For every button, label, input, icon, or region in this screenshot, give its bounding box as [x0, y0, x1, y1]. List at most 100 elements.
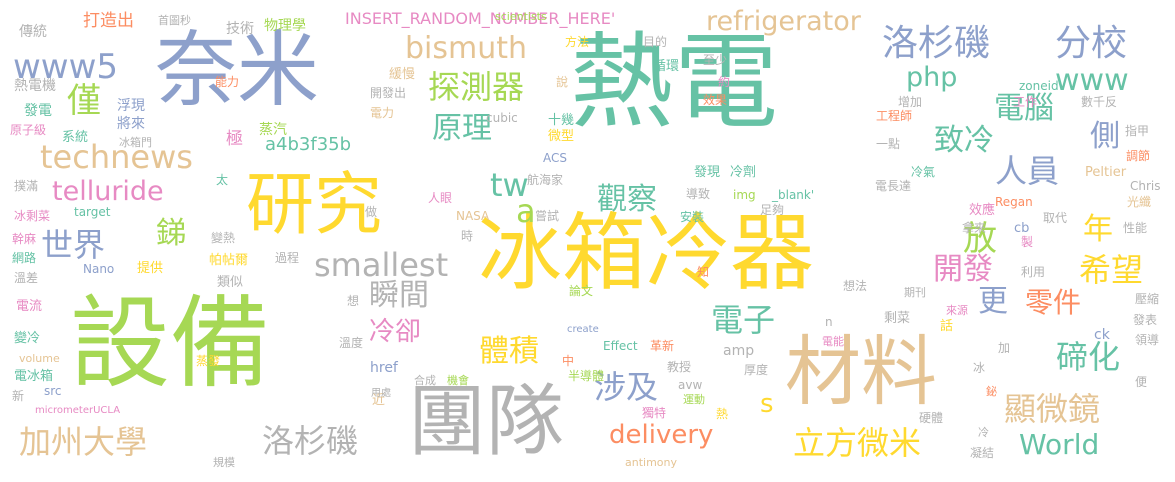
word-65: 電力 [370, 106, 394, 120]
word-173: 凝結 [970, 445, 994, 460]
word-168: micrometerUCLA [35, 405, 120, 416]
word-48: a4b3f35b [265, 134, 351, 155]
word-161: 厚度 [744, 362, 768, 377]
word-44: 洛杉磯 [262, 422, 358, 460]
word-85: 指甲 [1125, 123, 1149, 138]
word-143: ck [1094, 327, 1111, 343]
word-7: 洛杉磯 [882, 23, 990, 64]
word-112: 拿來 [962, 220, 986, 235]
word-6: 材料 [785, 327, 937, 416]
word-158: 合成 [414, 373, 436, 387]
word-164: 近 [372, 393, 385, 408]
word-86: 一點 [876, 137, 900, 151]
word-175: 規模 [213, 455, 235, 469]
word-66: 極 [226, 129, 243, 149]
word-33: 瞬間 [369, 278, 429, 313]
word-17: 電腦 [994, 91, 1054, 126]
word-170: 熱 [716, 407, 728, 421]
word-102: _blank' [771, 188, 814, 202]
word-146: Effect [603, 339, 638, 353]
word-123: 時 [461, 229, 473, 243]
word-159: 機會 [447, 373, 469, 387]
word-171: 硬體 [919, 411, 943, 425]
word-27: 銻 [156, 216, 186, 251]
word-58: 系統 [62, 130, 88, 145]
word-92: Chris [1130, 179, 1161, 193]
word-167: 鉍 [986, 384, 997, 398]
word-5: 研究 [246, 166, 382, 245]
word-104: 變熱 [211, 230, 235, 245]
word-93: 光纖 [1127, 195, 1151, 209]
word-154: 半導體 [568, 369, 604, 383]
word-103: 電長達 [875, 179, 911, 193]
word-128: 壓縮 [1135, 291, 1159, 306]
word-63: 緩慢 [389, 66, 415, 82]
word-89: 調節 [1126, 148, 1150, 163]
word-52: 技術 [226, 21, 254, 37]
word-16: 原理 [432, 111, 492, 146]
word-55: 熱電機 [14, 78, 56, 94]
word-141: 溫度 [339, 335, 363, 350]
word-2: 冰箱冷器 [478, 204, 814, 302]
word-107: 安裝 [680, 209, 704, 224]
word-82: 數千反 [1081, 95, 1117, 109]
word-84: 工程師 [876, 108, 912, 123]
word-119: 類似 [217, 275, 243, 290]
word-29: 放 [963, 219, 997, 259]
word-110: Regan [995, 195, 1033, 209]
word-98: 人眼 [428, 191, 452, 205]
word-10: 探測器 [428, 68, 524, 106]
word-127: cb [1014, 221, 1029, 236]
word-151: 電冰箱 [14, 368, 53, 384]
word-60: 將來 [117, 116, 145, 132]
word-59: 浮現 [117, 98, 145, 114]
word-88: 發現 [694, 165, 720, 180]
word-148: amp [723, 343, 754, 359]
word-0: 熱電 [570, 21, 778, 143]
word-64: 開發出 [370, 85, 406, 100]
word-129: 電流 [16, 299, 42, 314]
word-163: 新 [12, 388, 24, 403]
word-45: delivery [609, 420, 713, 450]
word-165: 用處 [371, 386, 391, 399]
word-157: src [44, 384, 62, 398]
word-75: 目的 [643, 34, 667, 49]
word-132: 想法 [843, 278, 867, 293]
word-95: 冰剩菜 [14, 209, 50, 223]
word-160: avw [678, 378, 702, 392]
word-125: 製 [1021, 235, 1033, 249]
word-100: 導致 [686, 187, 710, 201]
word-21: tw [490, 166, 529, 204]
word-124: 知 [697, 265, 709, 279]
word-37: 電子 [711, 301, 775, 339]
word-57: 原子級 [10, 123, 46, 137]
word-134: 話 [940, 318, 953, 334]
word-3: 奈米 [155, 23, 319, 118]
word-11: www5 [13, 47, 118, 87]
word-42: 顯微鏡 [1004, 390, 1100, 428]
word-147: 革新 [650, 338, 674, 353]
word-19: technews [40, 138, 193, 176]
word-144: volume [19, 352, 60, 365]
word-94: 撲滿 [14, 178, 38, 193]
word-140: n [825, 315, 833, 329]
word-106: 嘗試 [535, 208, 559, 223]
word-40: s [760, 389, 774, 419]
word-172: 冷 [978, 426, 989, 439]
word-79: 效果 [703, 92, 727, 107]
word-117: Nano [83, 262, 114, 276]
word-87: 冷劑 [730, 164, 756, 180]
word-80: 工作 [1013, 95, 1037, 109]
word-133: 期刊 [904, 286, 926, 299]
word-70: cubic [486, 111, 518, 125]
word-166: 運動 [683, 392, 705, 406]
word-51: 首圖秒 [158, 13, 191, 27]
word-32: 希望 [1079, 251, 1143, 289]
word-142: 電能 [822, 334, 844, 348]
word-4: 團隊 [408, 377, 564, 467]
word-115: 網路 [12, 250, 36, 265]
word-114: 幹麻 [12, 231, 36, 246]
word-69: 微型 [548, 129, 574, 144]
word-67: 蒸汽 [259, 122, 287, 138]
